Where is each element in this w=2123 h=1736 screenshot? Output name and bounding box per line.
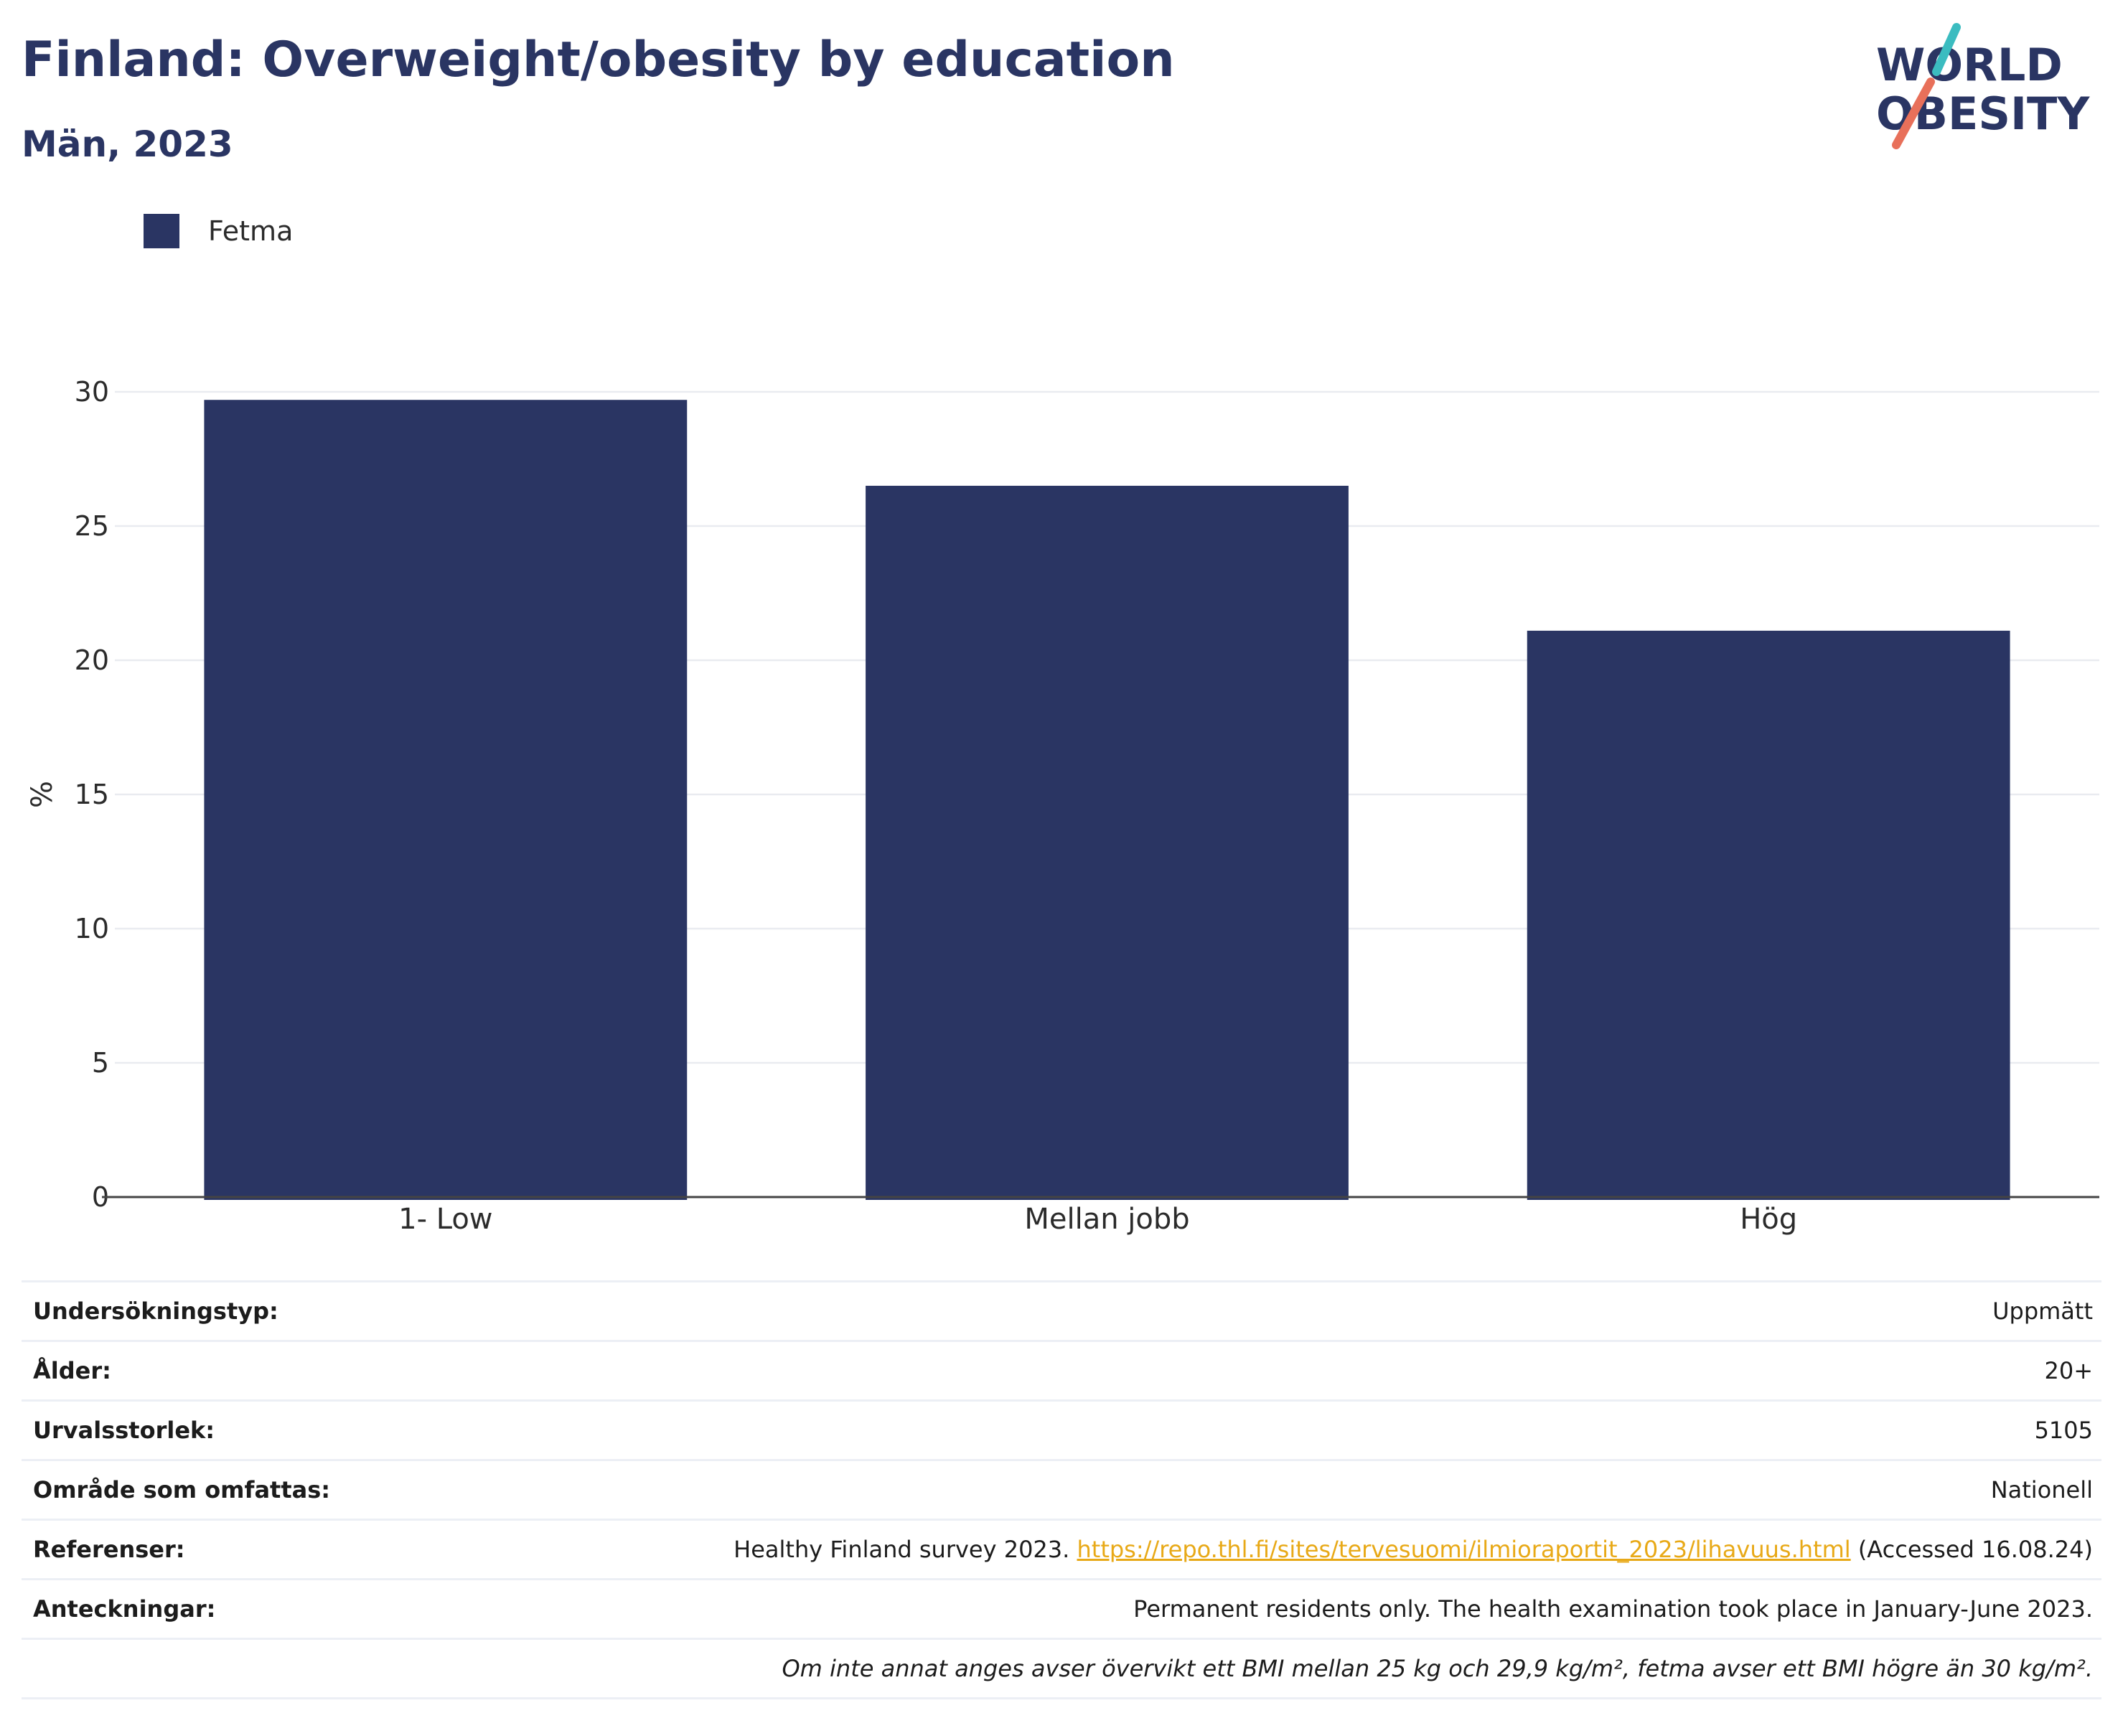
info-row-sample-size: Urvalsstorlek: 5105 — [22, 1402, 2101, 1461]
logo-teal-slash — [1932, 23, 1961, 76]
info-value: Nationell — [1990, 1476, 2093, 1503]
info-label: Referenser: — [33, 1536, 185, 1563]
info-row-survey-type: Undersökningstyp: Uppmätt — [22, 1282, 2101, 1342]
info-label: Ålder: — [33, 1357, 111, 1384]
bar — [866, 485, 1349, 1200]
info-value: Permanent residents only. The health exa… — [1133, 1595, 2093, 1623]
info-label: Urvalsstorlek: — [33, 1417, 215, 1444]
chart-title: Finland: Overweight/obesity by education — [22, 32, 1175, 88]
bar — [204, 400, 688, 1200]
x-tick-label: Hög — [1740, 1203, 1797, 1236]
reference-suffix: (Accessed 16.08.24) — [1857, 1536, 2093, 1563]
y-tick-label: 15 — [75, 779, 109, 810]
reference-link[interactable]: https://repo.thl.fi/sites/tervesuomi/ilm… — [1077, 1536, 1851, 1563]
legend-label-fetma: Fetma — [208, 215, 294, 247]
info-label: Undersökningstyp: — [33, 1298, 278, 1325]
y-tick-label: 25 — [75, 510, 109, 542]
y-tick-label: 20 — [75, 644, 109, 676]
x-tick-label: Mellan jobb — [1024, 1203, 1189, 1236]
info-row-area: Område som omfattas: Nationell — [22, 1461, 2101, 1521]
world-obesity-logo: WORLD OBESITY — [1876, 23, 2090, 149]
info-value: Uppmätt — [1992, 1298, 2093, 1325]
logo-coral-slash — [1892, 78, 1935, 149]
x-tick-label: 1- Low — [398, 1203, 492, 1236]
info-row-notes: Anteckningar: Permanent residents only. … — [22, 1580, 2101, 1640]
info-label: Område som omfattas: — [33, 1476, 331, 1503]
info-label: Anteckningar: — [33, 1595, 216, 1623]
footnote-text: Om inte annat anges avser övervikt ett B… — [782, 1655, 2093, 1682]
y-tick-label: 5 — [92, 1047, 109, 1079]
reference-prefix: Healthy Finland survey 2023. — [734, 1536, 1070, 1563]
info-value: Healthy Finland survey 2023. https://rep… — [734, 1536, 2093, 1563]
info-value: 5105 — [2034, 1417, 2093, 1444]
info-table: Undersökningstyp: Uppmätt Ålder: 20+ Urv… — [22, 1280, 2101, 1699]
y-tick-label: 10 — [75, 913, 109, 944]
info-row-age: Ålder: 20+ — [22, 1342, 2101, 1402]
logo-word-obesity: OBESITY — [1876, 88, 2090, 140]
info-value: 20+ — [2044, 1357, 2093, 1384]
info-row-footnote: Om inte annat anges avser övervikt ett B… — [22, 1640, 2101, 1699]
legend-swatch-fetma — [144, 214, 179, 248]
legend: Fetma — [144, 212, 293, 250]
info-row-references: Referenser: Healthy Finland survey 2023.… — [22, 1521, 2101, 1580]
bar — [1527, 630, 2010, 1200]
y-axis-title: % — [26, 781, 59, 808]
chart-subtitle: Män, 2023 — [22, 123, 233, 165]
y-tick-label: 30 — [75, 376, 109, 408]
logo-word-world: WORLD — [1876, 39, 2063, 91]
